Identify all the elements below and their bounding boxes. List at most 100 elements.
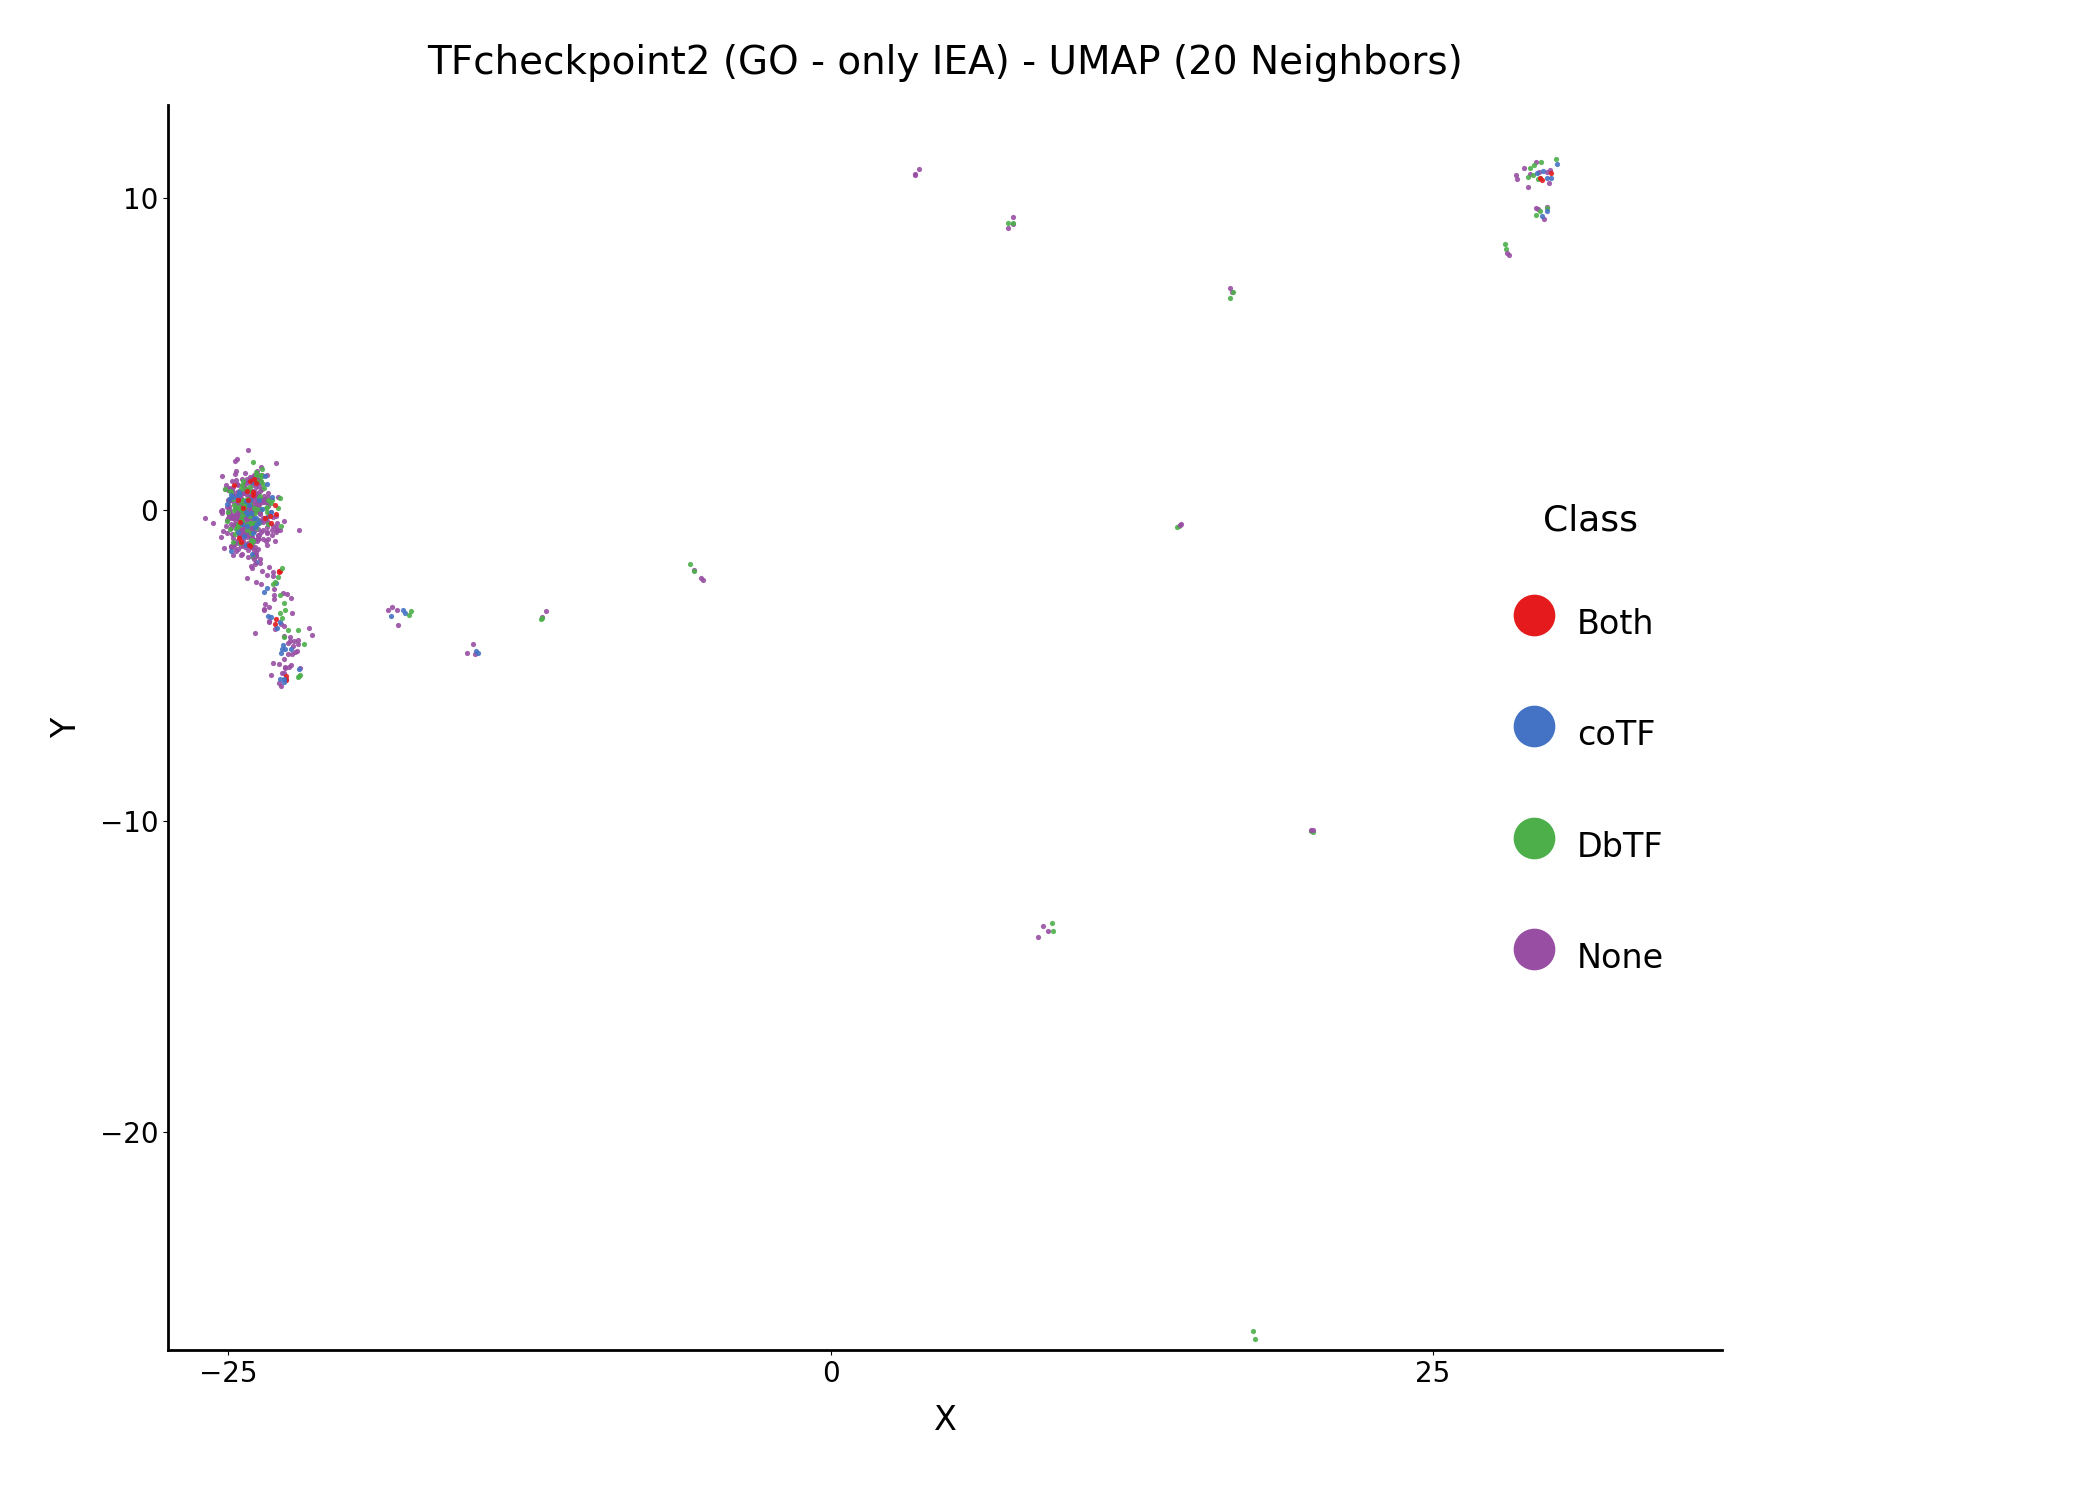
Point — [239, 512, 273, 536]
Point — [231, 501, 265, 525]
Point — [235, 482, 269, 506]
Point — [1531, 195, 1564, 219]
Point — [233, 496, 267, 520]
Point — [214, 504, 248, 528]
Point — [242, 466, 275, 490]
Point — [220, 514, 254, 538]
Point — [225, 494, 258, 517]
Point — [271, 582, 304, 606]
Point — [231, 520, 265, 544]
Point — [237, 519, 271, 543]
Point — [229, 466, 262, 490]
Point — [242, 522, 275, 546]
Point — [246, 488, 279, 512]
Point — [227, 512, 260, 536]
Point — [218, 490, 252, 514]
Point — [231, 524, 265, 548]
Point — [218, 495, 252, 519]
Point — [220, 486, 254, 510]
Point — [237, 500, 271, 523]
Point — [231, 507, 265, 531]
Point — [1516, 153, 1550, 177]
Point — [231, 507, 265, 531]
Point — [281, 657, 315, 681]
Point — [220, 500, 254, 523]
Point — [223, 512, 256, 536]
Point — [1499, 164, 1533, 188]
Point — [218, 513, 252, 537]
Point — [225, 531, 258, 555]
Point — [227, 496, 260, 520]
Point — [242, 537, 275, 561]
Point — [235, 530, 269, 554]
Point — [256, 506, 290, 530]
Point — [231, 567, 265, 591]
Point — [269, 666, 302, 690]
Point — [233, 528, 267, 552]
Point — [231, 514, 265, 538]
Point — [231, 489, 265, 513]
Point — [258, 572, 292, 596]
Point — [212, 476, 246, 500]
Point — [265, 600, 298, 624]
Point — [227, 478, 260, 502]
Point — [250, 512, 284, 536]
Point — [248, 580, 281, 604]
Point — [281, 664, 315, 688]
Point — [214, 516, 248, 540]
Point — [267, 582, 300, 606]
Point — [214, 534, 248, 558]
Point — [246, 519, 279, 543]
Point — [678, 558, 712, 582]
Point — [231, 525, 265, 549]
Point — [237, 520, 271, 544]
Point — [214, 538, 248, 562]
Point — [267, 646, 300, 670]
Point — [220, 471, 254, 495]
Point — [294, 622, 328, 646]
Point — [233, 489, 267, 513]
Point — [235, 525, 269, 549]
Point — [1522, 160, 1556, 184]
Point — [256, 578, 290, 602]
Point — [233, 488, 267, 512]
Point — [227, 460, 260, 484]
Point — [995, 206, 1029, 230]
Point — [292, 616, 326, 640]
Point — [242, 518, 275, 542]
Point — [235, 490, 269, 514]
Point — [265, 674, 298, 698]
Point — [231, 495, 265, 519]
Point — [229, 506, 262, 530]
Point — [252, 526, 286, 550]
Point — [229, 470, 262, 494]
Point — [220, 530, 254, 554]
Point — [237, 518, 271, 542]
Point — [246, 464, 279, 488]
Point — [242, 509, 275, 532]
Point — [212, 494, 246, 517]
Point — [678, 558, 712, 582]
Point — [233, 531, 267, 555]
Point — [256, 564, 290, 588]
Point — [227, 488, 260, 512]
Point — [275, 652, 309, 676]
Point — [248, 489, 281, 513]
Point — [212, 478, 246, 502]
Point — [229, 516, 262, 540]
Point — [1539, 147, 1573, 171]
Point — [1514, 162, 1548, 186]
Point — [260, 486, 294, 510]
Point — [231, 488, 265, 512]
Point — [237, 513, 271, 537]
Point — [214, 489, 248, 513]
Point — [460, 639, 493, 663]
Point — [1237, 1320, 1270, 1344]
Point — [239, 494, 273, 517]
Point — [529, 600, 563, 624]
Point — [258, 570, 292, 594]
Point — [218, 462, 252, 486]
Point — [1512, 176, 1546, 200]
Title: TFcheckpoint2 (GO - only IEA) - UMAP (20 Neighbors): TFcheckpoint2 (GO - only IEA) - UMAP (20… — [426, 45, 1464, 82]
Point — [242, 524, 275, 548]
